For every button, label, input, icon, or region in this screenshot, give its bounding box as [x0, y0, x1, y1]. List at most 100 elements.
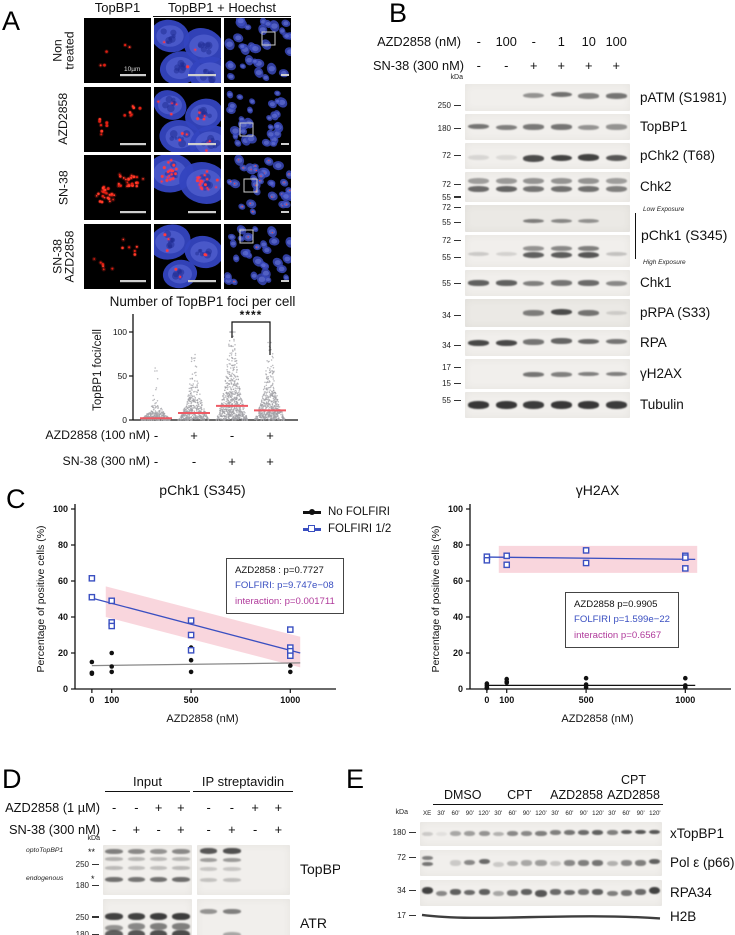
blot-band	[550, 124, 572, 130]
chart-title: γH2AX	[575, 482, 620, 498]
blot-band	[620, 829, 632, 835]
blot-band	[172, 857, 190, 861]
blot-band	[592, 830, 604, 836]
stats-box: AZD2858 : p=0.7727 FOLFIRI: p=9.747e−08 in…	[226, 558, 344, 615]
y-tick-label: 100	[448, 504, 463, 514]
blot-band	[450, 860, 462, 866]
blot-band	[578, 218, 600, 223]
annotation-star: *	[91, 874, 95, 884]
lane-value: -	[153, 428, 159, 443]
blot-band	[495, 251, 517, 257]
trend-line	[91, 597, 301, 654]
blot-band	[578, 371, 600, 377]
kda-marker: 15	[417, 379, 461, 388]
blot-band	[495, 124, 517, 131]
blot-band	[635, 889, 647, 895]
lane-time-label: 120'	[649, 810, 661, 817]
kda-marker: 55	[417, 279, 461, 288]
blot-band	[578, 889, 590, 895]
lane-value: 100	[605, 34, 627, 49]
blot-band	[550, 154, 572, 162]
blot-band	[478, 831, 490, 836]
blot-band	[506, 860, 519, 867]
blot-gh2ax	[465, 359, 630, 389]
marker-dash	[454, 183, 461, 185]
blot-label: H2B	[670, 909, 697, 924]
marker-dash	[409, 889, 416, 891]
blot-rpa	[465, 330, 630, 356]
x-tick-label: 0	[484, 695, 489, 705]
data-point	[108, 597, 116, 605]
lane-value: -	[156, 822, 161, 837]
micro-image	[154, 86, 221, 152]
kda-marker: 250	[55, 860, 99, 869]
kda-header: kDa	[395, 809, 408, 816]
blot-label: TopBP1	[300, 861, 340, 877]
blot-band	[492, 861, 504, 867]
blot-band	[450, 831, 462, 836]
group-underline	[547, 804, 606, 805]
group-header: AZD2858	[607, 788, 660, 802]
group-underline	[433, 804, 493, 805]
stats-line: AZD2858 p=0.9905	[574, 599, 658, 610]
data-point	[109, 664, 115, 669]
blot-band	[578, 401, 600, 409]
lane-value: -	[229, 428, 235, 443]
data-point	[582, 547, 590, 554]
lane-time-label: 60'	[565, 810, 574, 817]
lane-value: -	[134, 800, 139, 815]
blot-band	[549, 830, 561, 836]
blot-band	[635, 860, 647, 866]
blot-band	[606, 860, 618, 867]
marker-dash	[409, 831, 416, 833]
blot-band	[199, 867, 218, 871]
blot-label: pRPA (S33)	[640, 305, 711, 320]
lane-value: -	[206, 800, 211, 815]
lane-value: -	[206, 822, 211, 837]
blot-band	[605, 93, 627, 99]
exposure-note: Low Exposure	[643, 206, 685, 213]
blot-band	[649, 886, 661, 895]
chart-title: pChk1 (S345)	[159, 482, 246, 498]
kda-marker: 250	[55, 913, 99, 922]
confidence-band	[498, 545, 698, 573]
blot-band	[199, 848, 218, 854]
blot-band	[172, 876, 190, 882]
blot-band	[578, 178, 600, 184]
blot-pchk1lo	[465, 205, 630, 232]
micro-row-label-text: AZD2858	[56, 93, 71, 145]
panel-d-letter: D	[2, 764, 22, 794]
lane-time-label: 30'	[551, 810, 560, 817]
svg-text:10µm: 10µm	[124, 66, 140, 73]
lane-value: +	[251, 800, 259, 815]
blot-band	[578, 251, 600, 259]
blot-band	[578, 124, 600, 131]
x-tick-label: 1000	[280, 695, 300, 705]
legend-label: FOLFIRI 1/2	[328, 523, 392, 535]
panel-b-western-blot: 250 180 72 72 55 72 55 72 55 55 34 34 17 15 55 AZD2858 …	[373, 0, 735, 472]
blot-band	[563, 889, 575, 896]
lane-value: +	[266, 454, 274, 469]
kda-marker: 17	[372, 911, 416, 920]
blot-band	[478, 859, 490, 865]
lane-value: +	[585, 58, 593, 73]
micro-image	[154, 155, 221, 220]
blot-band	[550, 218, 572, 223]
blot-band	[105, 876, 123, 882]
micro-row-label-text: Non treated	[50, 31, 77, 70]
lane-value: +	[612, 58, 620, 73]
micro-row-label: AZD2858	[46, 87, 82, 152]
marker-dash	[454, 256, 461, 259]
blot-band	[172, 923, 190, 931]
lane-value: +	[530, 58, 538, 73]
x-tick-label: 500	[184, 695, 199, 705]
blot-band	[495, 154, 517, 160]
kda-marker: 180	[417, 124, 461, 133]
lane-value: -	[191, 454, 197, 469]
blot-label: γH2AX	[640, 366, 683, 381]
legend-item: FOLFIRI 1/2	[303, 523, 391, 535]
blot-band	[223, 867, 241, 871]
y-tick-label: 40	[453, 612, 463, 622]
y-tick-label: 100	[113, 327, 127, 337]
micro-image	[84, 155, 151, 220]
